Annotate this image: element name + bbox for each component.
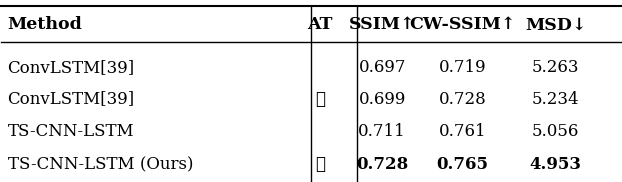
Text: 0.711: 0.711: [358, 123, 406, 140]
Text: ✓: ✓: [315, 156, 325, 173]
Text: ✓: ✓: [315, 91, 325, 108]
Text: 0.719: 0.719: [439, 59, 486, 76]
Text: Method: Method: [7, 16, 82, 33]
Text: ConvLSTM[39]: ConvLSTM[39]: [7, 59, 135, 76]
Text: 0.765: 0.765: [437, 156, 489, 173]
Text: 5.263: 5.263: [532, 59, 579, 76]
Text: AT: AT: [308, 16, 333, 33]
Text: 0.761: 0.761: [439, 123, 486, 140]
Text: ConvLSTM[39]: ConvLSTM[39]: [7, 91, 135, 108]
Text: CW-SSIM↑: CW-SSIM↑: [409, 16, 516, 33]
Text: 5.234: 5.234: [532, 91, 580, 108]
Text: TS-CNN-LSTM (Ours): TS-CNN-LSTM (Ours): [7, 156, 193, 173]
Text: MSD↓: MSD↓: [525, 16, 587, 33]
Text: TS-CNN-LSTM: TS-CNN-LSTM: [7, 123, 134, 140]
Text: 0.728: 0.728: [356, 156, 408, 173]
Text: 0.699: 0.699: [358, 91, 406, 108]
Text: 5.056: 5.056: [532, 123, 579, 140]
Text: 4.953: 4.953: [529, 156, 582, 173]
Text: SSIM↑: SSIM↑: [349, 16, 415, 33]
Text: 0.728: 0.728: [439, 91, 486, 108]
Text: 0.697: 0.697: [358, 59, 406, 76]
